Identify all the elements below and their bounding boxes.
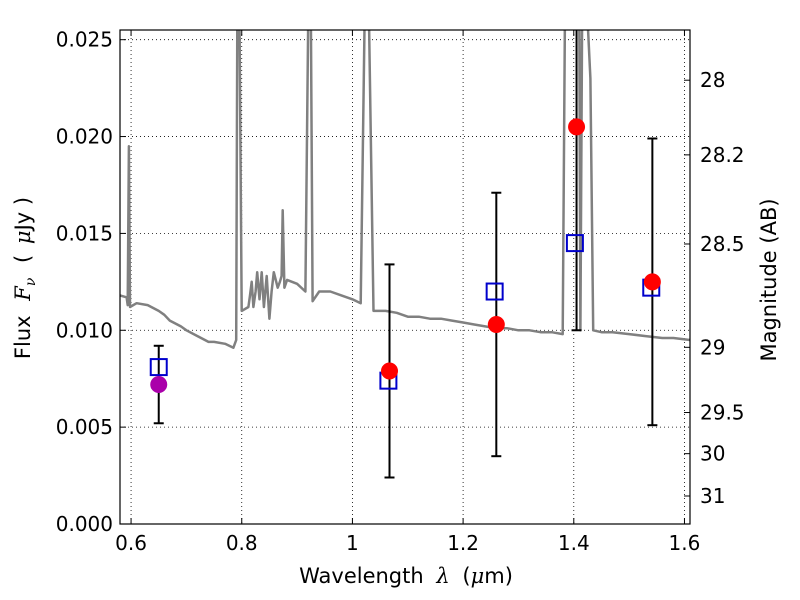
y-axis-title-subscript: ν — [23, 277, 39, 286]
plot-frame — [119, 29, 691, 525]
observed-flux-point — [568, 118, 586, 136]
optical-flux-point — [150, 376, 168, 394]
y-tick-label: 0.020 — [56, 125, 113, 149]
x-tick-label: 0.6 — [115, 531, 147, 555]
magnitude-tick-label: 29 — [700, 335, 725, 359]
magnitude-tick-label: 28 — [700, 68, 725, 92]
y-tick-label: 0.010 — [56, 318, 113, 342]
model-spectrum — [120, 30, 690, 349]
x-axis-title: Wavelength λ (μm) — [299, 564, 513, 588]
model-photometry-square — [565, 234, 584, 253]
y-axis-title-text: Flux — [11, 315, 35, 359]
magnitude-tick-label: 29.5 — [700, 401, 745, 425]
magnitude-tick-label: 30 — [700, 442, 725, 466]
x-axis-title-text: Wavelength — [299, 564, 424, 588]
observed-flux-point — [487, 315, 505, 333]
plot-border — [119, 29, 691, 525]
y-tick-label: 0.015 — [56, 221, 113, 245]
x-tick-label: 1 — [346, 531, 359, 555]
model-photometry-square — [485, 282, 504, 301]
x-tick-label: 1.6 — [669, 531, 701, 555]
x-axis-title-unit-rest: m) — [484, 564, 513, 588]
magnitude-tick-label: 28.2 — [700, 143, 745, 167]
magnitude-tick-label: 31 — [700, 484, 725, 508]
x-tick-label: 0.8 — [226, 531, 258, 555]
magnitude-tick-label: 28.5 — [700, 232, 745, 256]
model-photometry-square — [149, 358, 168, 377]
y-axis-title-unit-symbol: μ — [11, 230, 35, 244]
data-markers — [149, 118, 661, 394]
observed-flux-point — [643, 273, 661, 291]
x-axis-title-symbol: λ — [435, 564, 449, 588]
tick-labels: 0.6 0.8 1 1.2 1.4 1.6 0.000 0.005 0.010 0.015 0.02… — [56, 28, 745, 555]
y-tick-label: 0.000 — [56, 512, 113, 536]
x-axis-title-unit-symbol: μ — [471, 564, 485, 588]
axis-ticks — [120, 30, 690, 525]
y-tick-label: 0.025 — [56, 28, 113, 52]
y-axis-title-symbol: F — [11, 285, 35, 302]
x-axis-title-unit-open: ( — [462, 564, 470, 588]
x-tick-label: 1.2 — [447, 531, 479, 555]
observed-flux-point — [381, 362, 399, 380]
y-axis-title-unit-open: ( — [11, 255, 35, 263]
model-spectrum-line — [120, 30, 690, 349]
y2-axis-title: Magnitude (AB) — [757, 198, 781, 361]
y-axis-title-unit-rest: Jy ) — [11, 197, 35, 233]
x-tick-label: 1.4 — [558, 531, 590, 555]
y-tick-label: 0.005 — [56, 415, 113, 439]
grid-lines — [120, 30, 690, 525]
y-axis-title: Flux Fν ( μJy ) — [11, 197, 40, 359]
